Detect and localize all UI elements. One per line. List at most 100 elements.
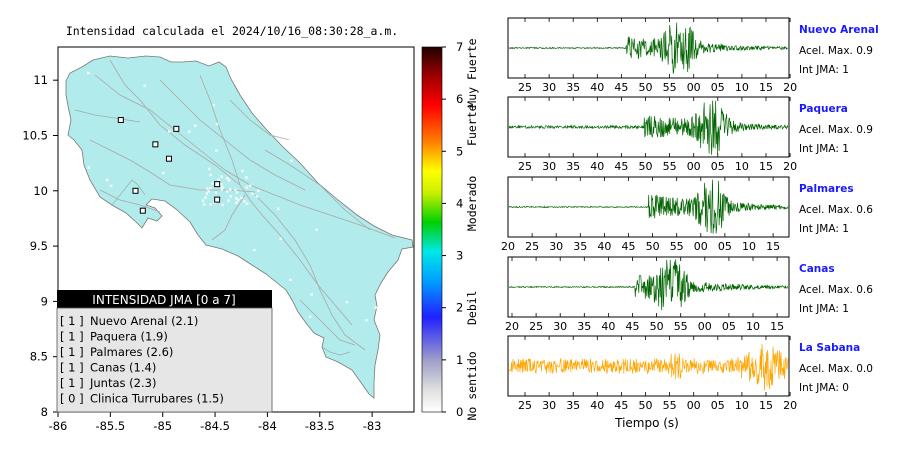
seismogram-tick-label: 35 [573,240,587,253]
station-markers [117,117,221,214]
town-dot [209,203,212,206]
seismogram-tick-label: 35 [566,399,580,412]
seismogram-tick-label: 30 [549,240,563,253]
town-dot [225,190,229,193]
town-dot [229,195,232,198]
town-dot [220,175,223,178]
town-dot [204,196,207,199]
town-dot [253,248,256,252]
seismogram-trace [508,100,789,155]
seismogram-tick-label: 40 [590,81,604,94]
seismogram-tick-label: 00 [687,160,701,173]
seismogram-tick-label: 05 [722,320,736,333]
town-dot [217,178,220,181]
seismogram-panel: 20 25 30 35 40 45 50 55 00 05 10 15 Palmares Acel. Ma… [501,176,873,253]
town-dot [209,173,212,177]
seismogram-tick-label: 10 [735,399,749,412]
seismogram-tick-label: 40 [590,160,604,173]
seismogram-tick-label: 45 [614,399,628,412]
station-jma-intensity: Int JMA: 1 [799,64,849,76]
town-dot [229,188,232,191]
map-x-tick-label: -85 [153,419,172,433]
seismogram-tick-label: 50 [650,320,664,333]
seismogram-panel: 25 30 35 40 45 50 55 00 05 10 15 20 La Sabana Acel. M… [507,335,873,412]
town-dot [374,306,378,309]
seismogram-tick-label: 05 [711,81,725,94]
seismogram-trace [508,343,789,391]
road-line [264,149,371,231]
seismogram-tick-label: 50 [639,160,653,173]
seismogram-tick-label: 10 [735,160,749,173]
station-jma-intensity: Int JMA: 0 [799,382,849,394]
seismogram-tick-label: 50 [639,81,653,94]
seismogram-tick-label: 40 [597,240,611,253]
seismogram-trace [508,259,789,311]
town-dot [260,91,263,95]
seismogram-tick-label: 25 [518,81,532,94]
seismogram-tick-label: 45 [614,160,628,173]
station-max-accel: Acel. Max. 0.9 [799,45,873,57]
colorbar-tick-label: 3 [456,249,463,263]
map-x-tick-label: -83.5 [305,419,335,433]
station-name: Canas [799,263,835,275]
colorbar-category-label: Moderado [465,176,479,231]
station-name: Paquera [799,103,848,115]
map-x-tick-label: -85.5 [95,419,125,433]
station-max-accel: Acel. Max. 0.9 [799,124,873,136]
town-dot [137,234,140,238]
station-jma-intensity: Int JMA: 1 [799,143,849,155]
map-title: Intensidad calculada el 2024/10/16_08:30… [66,24,398,38]
colorbar-category-label: No sentido [465,351,479,420]
seismogram-tick-label: 05 [711,399,725,412]
seismogram-panels: 25 30 35 40 45 50 55 00 05 10 15 20 Nuevo Arenal Acel… [501,17,879,412]
map-y-tick-label: 8 [41,405,48,419]
map-x-tick-label: -86 [49,419,68,433]
town-dot [214,191,218,194]
town-dot [105,178,109,182]
seismogram-tick-label: 55 [663,160,677,173]
seismogram-trace [508,22,789,74]
road-line [254,194,366,351]
road-line [211,194,246,241]
town-dot [235,197,238,200]
town-dot [365,319,368,322]
map-x-tick-label: -84.5 [200,419,230,433]
map-y-tick-label: 10.5 [22,128,48,142]
town-dot [211,182,214,185]
town-dot [315,228,318,231]
town-dot [310,293,313,296]
station-marker [117,117,124,123]
town-dot [87,166,90,169]
seismogram-tick-label: 15 [766,240,780,253]
seismogram-panel: 25 30 35 40 45 50 55 00 05 10 15 20 Nuevo Arenal Acel… [507,17,879,94]
station-max-accel: Acel. Max. 0.6 [799,284,873,296]
legend-entry-jma: [ 1 ] [60,361,84,375]
station-marker [132,187,139,194]
road-line [109,59,241,186]
legend-entry-station: Clinica Turrubares (1.5) [90,392,224,406]
map-x-tick-label: -84 [258,419,277,433]
intensity-legend: INTENSIDAD JMA [0 a 7] [ 1 ] Nuevo Arenal… [56,290,273,413]
legend-entry-station: Nuevo Arenal (2.1) [90,314,198,328]
seismogram-tick-label: 20 [501,240,515,253]
town-dot [235,191,239,194]
town-dot [277,207,280,210]
legend-entry-jma: [ 1 ] [60,376,84,390]
legend-entries: [ 1 ] Nuevo Arenal (2.1) [ 1 ] Paquera (1.9… [60,314,224,406]
seismogram-tick-label: 30 [553,320,567,333]
town-dot [212,103,215,107]
road-line [159,79,306,191]
town-dot [245,176,248,179]
seismogram-tick-label: 10 [742,240,756,253]
town-dot [340,180,344,184]
legend-entry-jma: [ 0 ] [60,392,84,406]
town-dot [361,94,364,97]
town-dot [87,71,90,75]
station-name: Palmares [799,183,854,195]
town-dot [289,278,292,282]
town-dot [241,169,244,173]
town-dot [235,201,238,204]
seismogram-tick-label: 15 [759,81,773,94]
